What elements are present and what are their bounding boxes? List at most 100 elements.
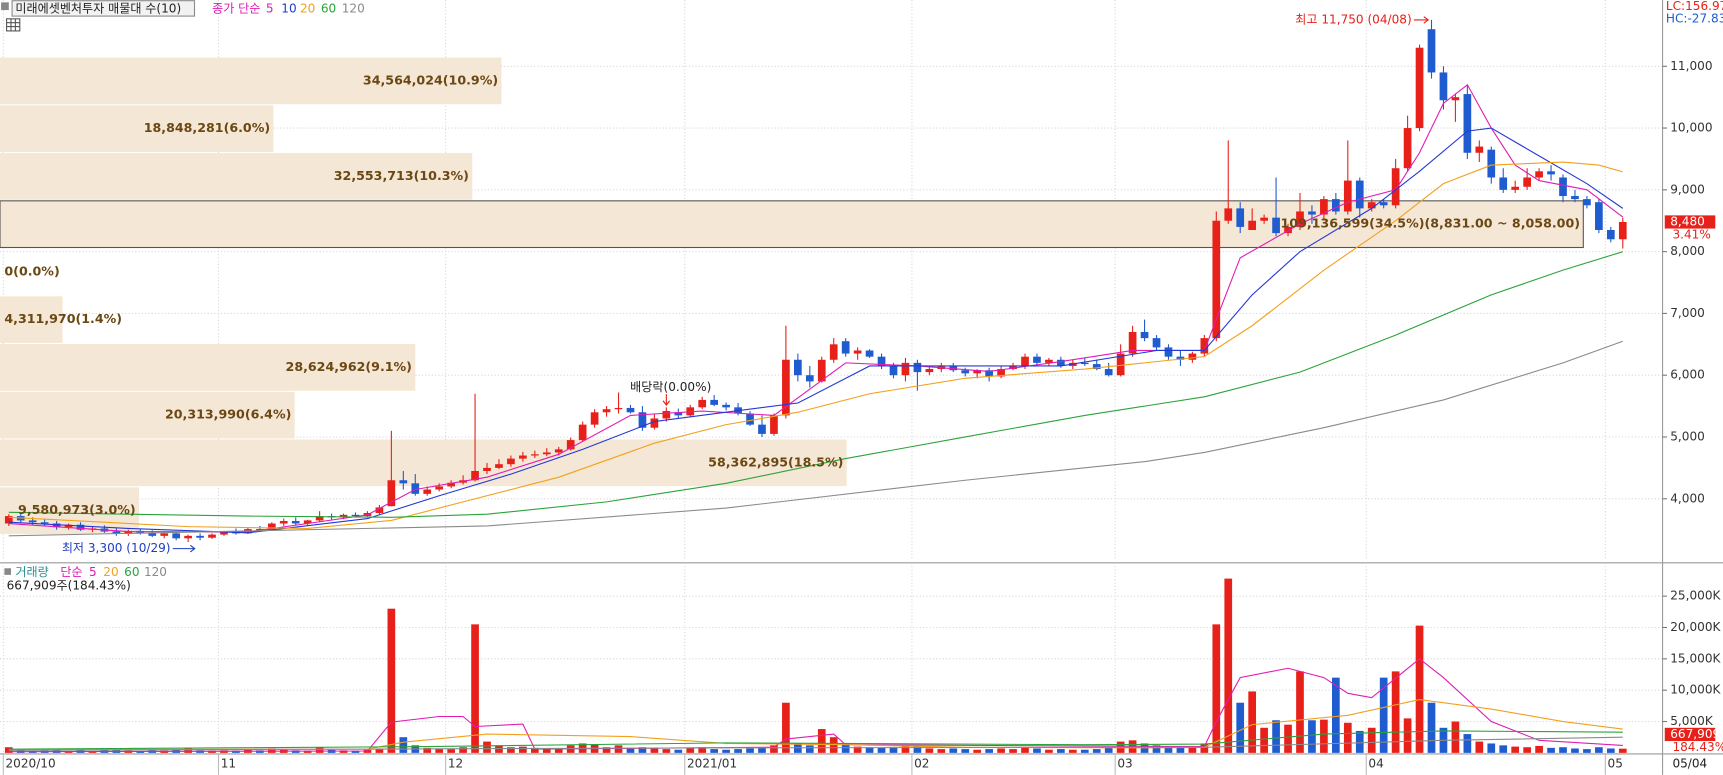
candle-body: [1618, 221, 1627, 240]
candle-body: [519, 455, 527, 459]
candle-body: [1140, 331, 1149, 339]
volume-bar: [1403, 718, 1412, 753]
candle-body: [961, 370, 970, 374]
candle-body: [1188, 353, 1197, 360]
ma-line: [8, 127, 1624, 534]
candle-body: [1583, 199, 1591, 206]
candle-body: [1248, 220, 1257, 231]
volume-info: 667,909주(184.43%): [7, 578, 131, 592]
candle-body: [375, 507, 384, 513]
candle-body: [877, 356, 886, 366]
volume-bar: [184, 748, 192, 753]
volume-bar: [985, 749, 993, 753]
candle-body: [1523, 177, 1531, 187]
profile-label: 34,564,024(10.9%): [363, 72, 498, 87]
volume-bar: [1248, 691, 1257, 753]
volume-change-label: 184.43%: [1672, 740, 1723, 754]
volume-bar: [483, 741, 491, 753]
profile-label: 109,136,599(34.5%)(8,831.00 ~ 8,058.00): [1281, 216, 1581, 231]
candle-body: [1463, 94, 1472, 153]
grid-icon-lines: [6, 18, 20, 31]
candle-body: [1379, 202, 1388, 206]
ma-line: [8, 340, 1623, 537]
last-price-label: 8,480: [1670, 214, 1705, 228]
volume-ma-line: [8, 658, 1623, 753]
candle-body: [160, 533, 169, 536]
candle-body: [1200, 338, 1209, 354]
volume-bar: [1499, 745, 1508, 753]
low-label: 최저 3,300 (10/29): [62, 541, 171, 555]
candle-body: [1045, 359, 1053, 363]
candle-body: [1487, 149, 1496, 178]
volume-bar: [853, 746, 862, 753]
candle-body: [782, 359, 790, 416]
legend-title: 단순: [60, 565, 82, 579]
change-label: 3.41%: [1672, 228, 1710, 242]
volume-bar: [698, 747, 707, 753]
candle-body: [495, 464, 503, 468]
volume-bar: [530, 747, 539, 753]
candle-body: [220, 532, 228, 535]
grid-icon[interactable]: [6, 18, 21, 32]
candle-body: [1128, 331, 1137, 354]
candle-body: [865, 350, 874, 357]
volume-bar: [459, 747, 467, 753]
legend-marker: [1, 2, 9, 11]
volume-bar: [722, 749, 730, 753]
profile-bar: [0, 344, 416, 391]
profile-bar: [0, 391, 295, 439]
legend-entry: 20: [300, 1, 315, 15]
candle-body: [1009, 365, 1017, 370]
volume-bar: [614, 745, 623, 753]
candle-body: [1260, 217, 1268, 221]
high-label: 최고 11,750 (04/08): [1295, 12, 1411, 26]
candle-body: [1308, 211, 1316, 215]
volume-bar: [1320, 719, 1328, 753]
candle-body: [483, 467, 491, 471]
candle-body: [351, 514, 360, 517]
profile-label: 28,624,962(9.1%): [286, 359, 412, 374]
volume-bar: [782, 702, 790, 753]
volume-bar: [1475, 741, 1484, 753]
candle-body: [1571, 196, 1579, 200]
candle-body: [1367, 202, 1376, 209]
candle-body: [315, 516, 324, 521]
profile-label: 9,580,973(3.0%): [18, 502, 136, 517]
volume-bar: [1487, 743, 1496, 753]
x-tick-label: 04: [1368, 756, 1383, 770]
candle-body: [339, 514, 348, 518]
legend-entry: 120: [342, 1, 365, 15]
volume-bar: [1332, 677, 1340, 753]
candle-body: [1272, 217, 1280, 234]
candle-body: [40, 522, 49, 524]
volume-bar: [1164, 746, 1173, 753]
volume-bar: [1212, 624, 1221, 753]
profile-label: 0(0.0%): [4, 263, 59, 278]
volume-bar: [1583, 749, 1591, 753]
candle-body: [267, 523, 276, 531]
candle-body: [566, 440, 575, 450]
candle-body: [435, 486, 444, 490]
volume-bar: [1343, 722, 1352, 753]
candle-body: [1451, 97, 1460, 101]
volume-ma-line: [8, 736, 1623, 751]
title-box: [11, 0, 196, 17]
candle-body: [841, 341, 850, 354]
volume-bar: [758, 747, 766, 753]
candle-body: [1427, 29, 1436, 73]
candle-body: [710, 399, 719, 405]
last-price-box: [1664, 215, 1716, 229]
ma-line: [8, 161, 1623, 530]
legend-entry: 5: [89, 565, 97, 579]
volume-bar: [1152, 745, 1161, 753]
volume-bar: [554, 749, 563, 753]
candle-body: [471, 470, 479, 481]
volume-bar: [770, 745, 778, 753]
volume-bar: [1559, 747, 1567, 753]
x-tick-label: 11: [221, 756, 236, 770]
volume-bar: [1355, 730, 1364, 753]
y-tick-label: 9,000: [1670, 182, 1705, 196]
volume-bar: [997, 748, 1005, 753]
last-volume-label: 667,909: [1670, 727, 1720, 741]
volume-bar: [1296, 671, 1304, 753]
